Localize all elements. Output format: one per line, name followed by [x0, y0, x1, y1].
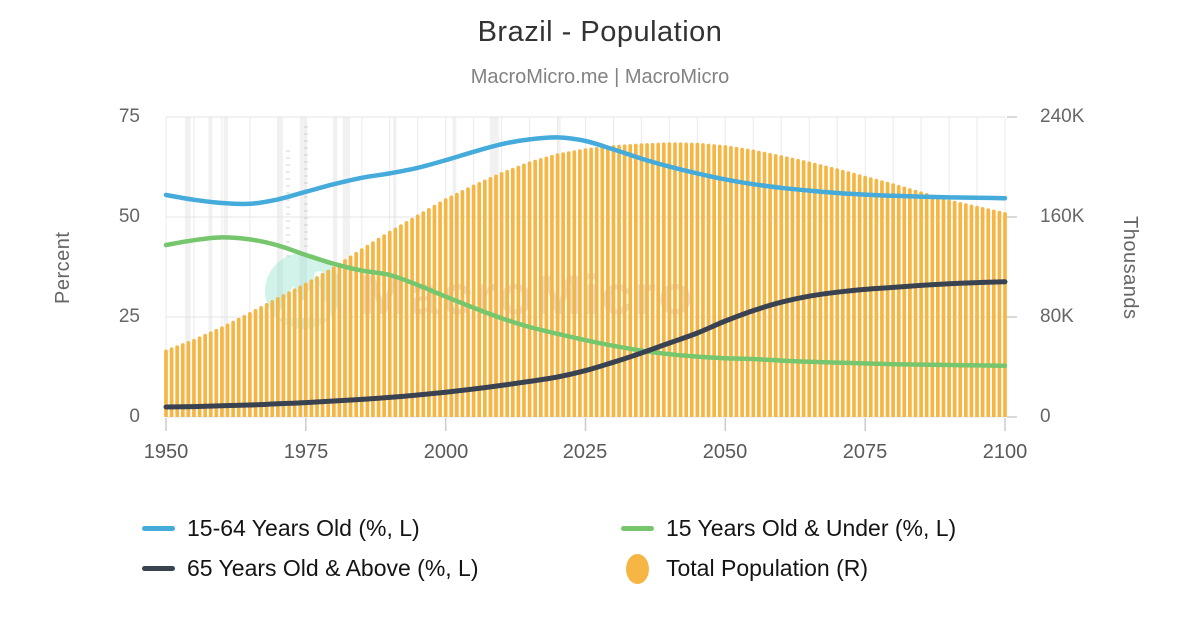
- x-axis-tick-2000: 2000: [423, 441, 469, 463]
- legend-item-total-population[interactable]: Total Population (R): [621, 552, 956, 585]
- x-axis-tick-1950: 1950: [143, 441, 189, 463]
- right-axis-title: Thousands: [1119, 216, 1141, 320]
- legend-item-15-and-under[interactable]: 15 Years Old & Under (%, L): [621, 512, 956, 545]
- chart-title: Brazil - Population: [477, 16, 723, 48]
- left-axis-tick-0: 0: [129, 406, 140, 427]
- legend-label-total-population: Total Population (R): [666, 555, 868, 581]
- left-axis-tick-50: 50: [118, 206, 140, 227]
- left-axis-tick-25: 25: [118, 306, 140, 327]
- blue-line-legend-icon: [142, 526, 175, 531]
- right-axis-tick-0: 0: [1040, 406, 1051, 427]
- svg-text:MacroMicro: MacroMicro: [360, 263, 694, 326]
- legend-label-15-and-under: 15 Years Old & Under (%, L): [666, 515, 957, 541]
- x-axis-tick-2075: 2075: [842, 441, 888, 463]
- left-axis-tick-75: 75: [118, 106, 140, 127]
- x-axis-tick-2100: 2100: [982, 441, 1028, 463]
- right-axis-tick-80k: 80K: [1040, 306, 1074, 327]
- right-axis-tick-240k: 240K: [1040, 106, 1085, 127]
- legend-label-15-64-years: 15-64 Years Old (%, L): [187, 515, 420, 541]
- x-axis-tick-2025: 2025: [562, 441, 608, 463]
- bar-legend-icon: [621, 553, 654, 584]
- chart-subtitle: MacroMicro.me | MacroMicro: [470, 66, 730, 88]
- x-axis-tick-2050: 2050: [702, 441, 748, 463]
- legend-label-65-and-above: 65 Years Old & Above (%, L): [187, 555, 479, 581]
- legend-item-15-64-years[interactable]: 15-64 Years Old (%, L): [142, 512, 621, 545]
- x-axis-tick-1975: 1975: [283, 441, 329, 463]
- legend-item-65-and-above[interactable]: 65 Years Old & Above (%, L): [142, 552, 621, 585]
- legend: 15-64 Years Old (%, L) 15 Years Old & Un…: [142, 512, 956, 585]
- dark-line-legend-icon: [142, 566, 175, 571]
- green-line-legend-icon: [621, 526, 654, 531]
- right-axis-tick-160k: 160K: [1040, 206, 1085, 227]
